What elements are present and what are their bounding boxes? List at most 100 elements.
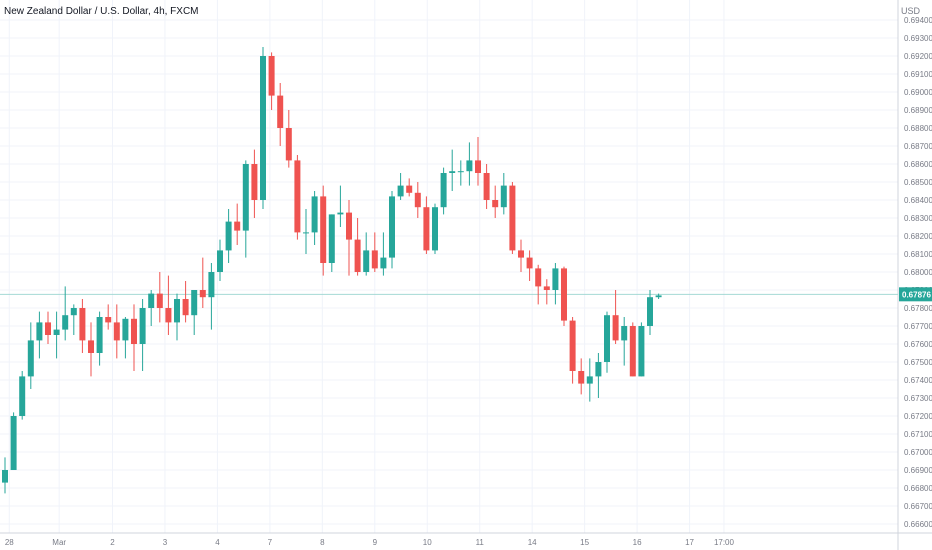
- candle-body: [45, 322, 51, 335]
- candle-body: [561, 268, 567, 321]
- y-tick-label: 0.67800: [904, 304, 932, 313]
- candle-body: [225, 221, 232, 251]
- y-tick-label: 0.68500: [904, 178, 932, 187]
- candle-body: [466, 160, 473, 172]
- candle-body: [148, 293, 155, 308]
- candle-body: [242, 164, 249, 231]
- y-tick-label: 0.68600: [904, 160, 932, 169]
- candle-body: [475, 160, 481, 173]
- y-tick-label: 0.67100: [904, 430, 932, 439]
- candle-body: [371, 250, 378, 269]
- x-tick-label: Mar: [52, 538, 66, 547]
- candle-body: [526, 257, 533, 269]
- y-tick-label: 0.68900: [904, 106, 932, 115]
- candle-body: [518, 250, 524, 258]
- candle-body: [457, 171, 464, 173]
- candle-body: [88, 340, 94, 353]
- candle-body: [10, 416, 17, 470]
- candle-body: [423, 207, 430, 251]
- symbol-title: New Zealand Dollar / U.S. Dollar, 4h, FX…: [4, 6, 199, 17]
- candle-body: [182, 299, 189, 316]
- candle-body: [492, 200, 499, 208]
- y-tick-label: 0.69300: [904, 34, 932, 43]
- y-tick-label: 0.68100: [904, 250, 932, 259]
- currency-label: USD: [900, 6, 920, 16]
- y-tick-label: 0.69200: [904, 52, 932, 61]
- y-tick-label: 0.67400: [904, 376, 932, 385]
- x-tick-label: 2: [110, 538, 115, 547]
- candle-body: [595, 362, 602, 377]
- candle-body: [509, 185, 516, 251]
- y-tick-label: 0.68000: [904, 268, 932, 277]
- y-tick-label: 0.68400: [904, 196, 932, 205]
- candle-body: [217, 250, 223, 272]
- candle-body: [156, 293, 163, 308]
- candle-body: [621, 326, 628, 341]
- y-tick-label: 0.66700: [904, 502, 932, 511]
- candle-body: [131, 318, 137, 344]
- y-tick-label: 0.67700: [904, 322, 932, 331]
- candle-body: [500, 185, 507, 208]
- candle-body: [655, 295, 662, 298]
- candle-body: [53, 329, 60, 335]
- candle-body: [647, 297, 653, 326]
- candle-body: [70, 308, 77, 316]
- candle-body: [268, 56, 275, 96]
- candle-body: [414, 192, 421, 208]
- candle-body: [139, 308, 146, 344]
- y-tick-label: 0.69400: [904, 16, 932, 25]
- candle-body: [569, 320, 576, 371]
- y-tick-label: 0.66800: [904, 484, 932, 493]
- candle-body: [36, 322, 43, 341]
- candle-body: [105, 317, 112, 323]
- candle-body: [191, 290, 198, 316]
- candle-body: [432, 207, 438, 251]
- y-tick-label: 0.68800: [904, 124, 932, 133]
- x-tick-label: 3: [163, 538, 168, 547]
- candle-body: [612, 315, 619, 341]
- candle-body: [320, 196, 327, 263]
- last-price-label: 0.67876: [902, 290, 931, 299]
- candle-body: [552, 268, 559, 290]
- candle-body: [354, 239, 361, 272]
- candle-body: [638, 326, 645, 377]
- candle-body: [440, 173, 447, 208]
- candle-body: [535, 268, 542, 287]
- x-tick-label: 9: [373, 538, 378, 547]
- x-tick-label: 17: [685, 538, 694, 547]
- candle-body: [311, 196, 318, 233]
- x-tick-label: 7: [268, 538, 273, 547]
- candle-body: [604, 315, 610, 362]
- y-tick-label: 0.69100: [904, 70, 932, 79]
- candle-body: [363, 250, 370, 272]
- candle-body: [285, 128, 292, 161]
- y-tick-label: 0.69000: [904, 88, 932, 97]
- candle-body: [234, 221, 241, 231]
- candle-body: [122, 318, 129, 341]
- candle-body: [251, 164, 258, 200]
- y-tick-label: 0.67600: [904, 340, 932, 349]
- candle-body: [260, 56, 266, 200]
- x-tick-label: 15: [580, 538, 589, 547]
- x-tick-label: 4: [215, 538, 220, 547]
- candle-body: [328, 214, 335, 263]
- x-tick-label: 16: [633, 538, 642, 547]
- candle-body: [346, 212, 352, 240]
- candle-body: [19, 376, 26, 416]
- candle-body: [199, 290, 206, 298]
- y-tick-label: 0.67500: [904, 358, 932, 367]
- candle-body: [629, 326, 636, 377]
- candle-body: [543, 286, 550, 290]
- candle-body: [397, 185, 404, 197]
- candle-body: [96, 317, 103, 353]
- y-tick-label: 0.67200: [904, 412, 932, 421]
- candle-body: [578, 371, 585, 384]
- last-price-badge: [899, 287, 932, 302]
- x-tick-label: 17:00: [714, 538, 735, 547]
- x-tick-label: 14: [528, 538, 537, 547]
- y-tick-label: 0.66600: [904, 520, 932, 529]
- candle-body: [62, 315, 69, 330]
- x-tick-label: 11: [476, 538, 485, 547]
